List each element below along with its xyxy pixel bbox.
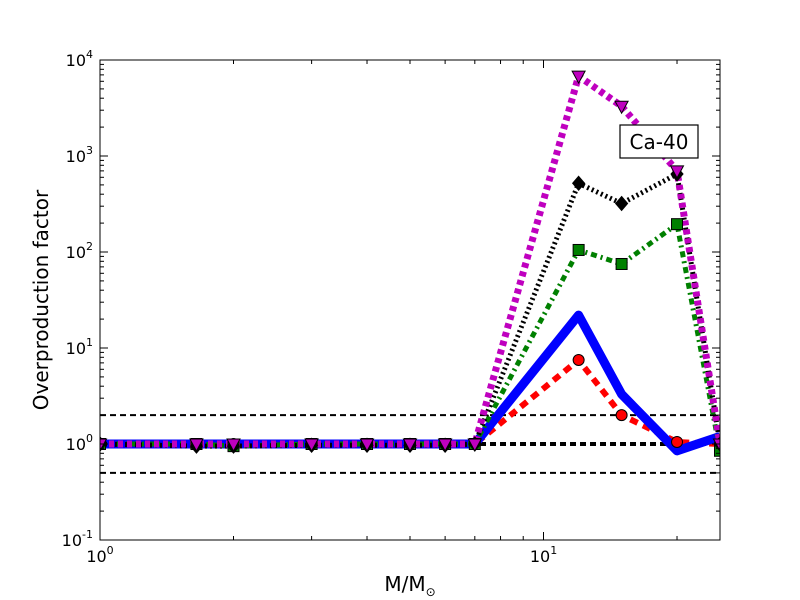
- series-line-4: [100, 72, 720, 448]
- x-axis-label-subscript: ⊙: [426, 585, 436, 599]
- x-axis-label: M/M⊙: [384, 572, 435, 599]
- ticks-group: [99, 59, 720, 541]
- series-4-point-4: [359, 438, 375, 453]
- series-0-point-8: [572, 353, 585, 366]
- plot-background: [100, 60, 720, 540]
- series-4-point-9: [614, 100, 629, 115]
- series-4-point-6: [437, 438, 453, 453]
- series-4-point-7: [467, 438, 483, 453]
- x-tick-label: 100: [86, 544, 113, 566]
- x-tick-label: 101: [530, 544, 557, 566]
- y-tick-label: 101: [66, 336, 93, 358]
- series-4-point-8: [571, 70, 586, 85]
- series-4-point-1: [189, 438, 204, 453]
- y-tick-label: 10-1: [62, 528, 93, 550]
- series-2-point-10: [671, 218, 684, 231]
- series-4-point-3: [304, 438, 319, 453]
- series-4-point-5: [402, 438, 418, 453]
- series-3-point-8: [571, 175, 586, 192]
- series-4-point-10: [669, 165, 685, 179]
- y-tick-label: 104: [66, 48, 93, 70]
- y-tick-label: 103: [66, 144, 93, 166]
- x-axis-label-main: M/M: [384, 572, 425, 596]
- series-line-2: [100, 221, 720, 452]
- series-2-point-9: [615, 257, 628, 270]
- y-tick-label: 100: [66, 432, 93, 454]
- series-3-point-9: [614, 195, 629, 212]
- annotation-box: Ca-40: [619, 124, 699, 159]
- series-0-point-9: [615, 409, 628, 422]
- markers-group: [100, 70, 720, 457]
- series-2-point-11: [714, 444, 720, 457]
- series-2-point-8: [572, 243, 585, 256]
- series-4-point-2: [226, 438, 241, 453]
- y-tick-label: 102: [66, 240, 93, 262]
- annotation-label: Ca-40: [630, 130, 689, 154]
- series-0-point-10: [671, 435, 684, 448]
- series-group: [100, 72, 720, 456]
- y-axis-label: Overproduction factor: [29, 189, 53, 410]
